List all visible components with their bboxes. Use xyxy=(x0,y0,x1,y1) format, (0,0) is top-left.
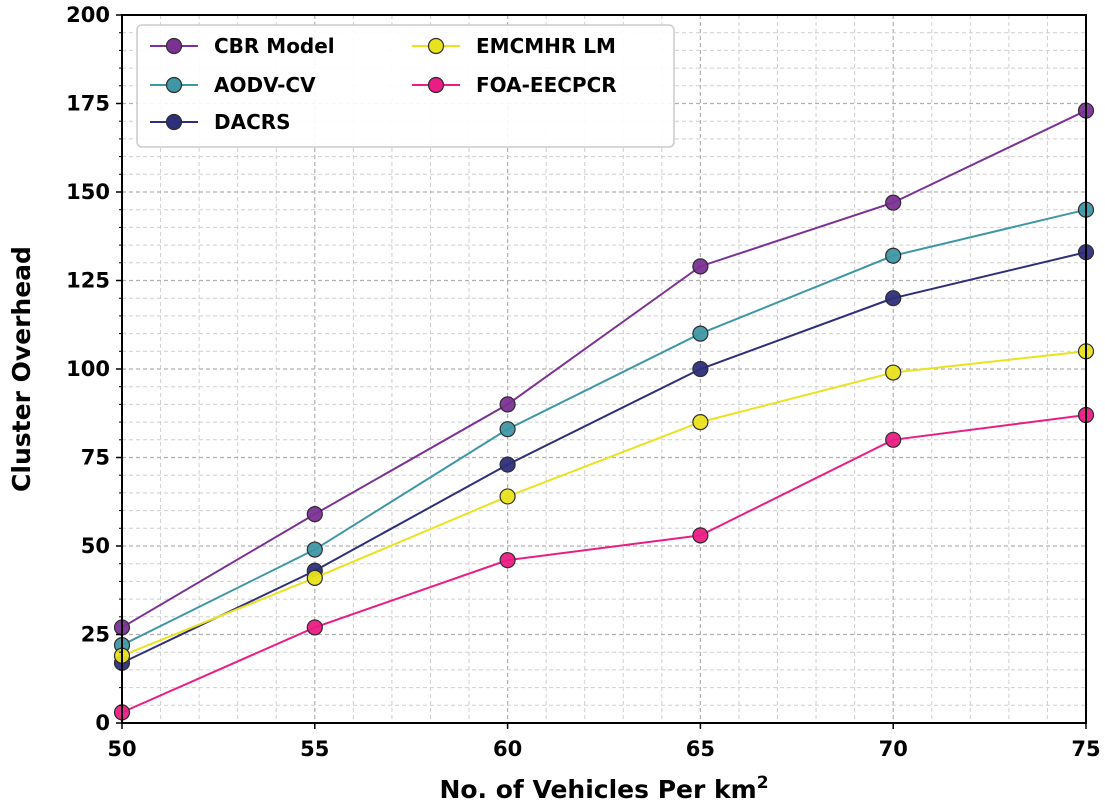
x-tick-label: 75 xyxy=(1071,737,1100,761)
legend-label: EMCMHR LM xyxy=(476,34,616,58)
legend-item: FOA-EECPCR xyxy=(412,73,617,97)
legend-item: EMCMHR LM xyxy=(412,34,616,58)
legend-marker xyxy=(165,113,183,131)
x-axis-label-superscript: 2 xyxy=(757,773,769,793)
series-dacrs xyxy=(113,244,1095,671)
data-point xyxy=(499,488,516,505)
series-layer xyxy=(113,102,1095,721)
y-tick-label: 75 xyxy=(81,446,110,470)
legend-marker xyxy=(427,76,445,94)
y-tick-label: 175 xyxy=(66,92,110,116)
data-point xyxy=(885,290,902,307)
data-point xyxy=(499,552,516,569)
y-tick-label: 25 xyxy=(81,623,110,647)
y-tick-label: 50 xyxy=(81,534,110,558)
x-tick-label: 60 xyxy=(493,737,522,761)
data-point xyxy=(306,541,323,558)
data-point xyxy=(306,569,323,586)
data-point xyxy=(499,421,516,438)
legend-item: DACRS xyxy=(150,110,291,134)
data-point xyxy=(692,258,709,275)
legend-label: DACRS xyxy=(214,110,291,134)
data-point xyxy=(885,431,902,448)
data-point xyxy=(306,619,323,636)
axis-ticks: 50 55 60 65 70 75 0 25 50 75 100 125 150 175 200 xyxy=(66,3,1100,761)
series-line xyxy=(121,208,1087,647)
data-point xyxy=(692,527,709,544)
x-tick-label: 50 xyxy=(107,737,136,761)
x-axis-label: No. of Vehicles Per km2 xyxy=(439,773,768,804)
data-point xyxy=(692,414,709,431)
legend-box xyxy=(136,24,675,148)
y-tick-label: 200 xyxy=(66,3,110,27)
legend-marker xyxy=(165,76,183,94)
legend-label: AODV-CV xyxy=(214,73,316,97)
x-tick-label: 55 xyxy=(300,737,329,761)
series-line xyxy=(121,414,1087,714)
data-point xyxy=(499,456,516,473)
y-tick-label: 125 xyxy=(66,269,110,293)
series-line xyxy=(121,109,1087,629)
series-cbr-model xyxy=(113,102,1095,636)
data-point xyxy=(885,194,902,211)
series-line xyxy=(121,350,1087,657)
x-axis-label-text: No. of Vehicles Per km xyxy=(439,775,756,804)
y-tick-label: 0 xyxy=(95,711,110,735)
x-tick-label: 65 xyxy=(686,737,715,761)
data-point xyxy=(885,364,902,381)
series-line xyxy=(121,251,1087,664)
legend-item: AODV-CV xyxy=(150,73,316,97)
series-emcmhr-lm xyxy=(113,343,1095,664)
data-point xyxy=(692,325,709,342)
series-foa-eecpcr xyxy=(113,406,1095,721)
legend: CBR Model AODV-CV DACRS EMCMHR LM FOA-EECPCR xyxy=(136,24,675,148)
data-point xyxy=(692,360,709,378)
data-point xyxy=(885,247,902,264)
legend-marker xyxy=(427,37,445,55)
y-tick-label: 150 xyxy=(66,180,110,204)
series-aodv-cv xyxy=(113,201,1095,654)
legend-label: CBR Model xyxy=(214,34,335,58)
legend-item: CBR Model xyxy=(150,34,335,58)
x-tick-label: 70 xyxy=(879,737,908,761)
data-point xyxy=(499,396,516,413)
legend-label: FOA-EECPCR xyxy=(476,73,617,97)
y-tick-label: 100 xyxy=(66,357,110,381)
y-axis-label: Cluster Overhead xyxy=(7,246,36,492)
data-point xyxy=(306,506,323,523)
legend-marker xyxy=(165,37,183,55)
